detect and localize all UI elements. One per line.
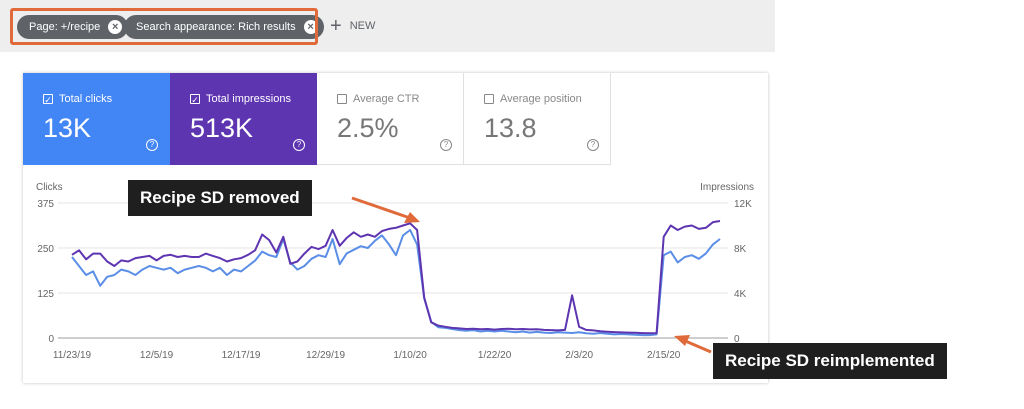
- close-icon[interactable]: ×: [108, 20, 123, 34]
- checkbox-unchecked-icon[interactable]: [337, 94, 347, 104]
- metric-total-impressions[interactable]: ✓ Total impressions 513K ?: [170, 73, 317, 165]
- x-tick-label: 2/3/20: [565, 350, 593, 361]
- help-icon[interactable]: ?: [293, 139, 305, 151]
- metric-label: Total impressions: [206, 93, 291, 105]
- arrow-reimplemented: [682, 338, 712, 354]
- x-tick-label: 1/10/20: [393, 350, 427, 361]
- callout-recipe-sd-reimplemented: Recipe SD reimplemented: [713, 343, 947, 379]
- arrow-removed: [351, 196, 411, 220]
- checkbox-checked-icon[interactable]: ✓: [190, 94, 200, 105]
- y-tick-label-right: 4K: [734, 289, 747, 300]
- arrow-head-removed: [404, 212, 420, 223]
- help-icon[interactable]: ?: [587, 139, 599, 151]
- x-tick-label: 11/23/19: [53, 350, 92, 361]
- plus-icon: +: [330, 15, 342, 37]
- metric-total-clicks[interactable]: ✓ Total clicks 13K ?: [23, 73, 170, 165]
- y-tick-label-left: 0: [48, 334, 54, 345]
- help-icon[interactable]: ?: [146, 139, 158, 151]
- y-tick-label-left: 375: [37, 199, 54, 210]
- callout-recipe-sd-removed: Recipe SD removed: [128, 180, 312, 216]
- y-tick-label-right: 8K: [734, 244, 747, 255]
- metric-label: Average position: [500, 93, 582, 105]
- filter-chip-search-appearance[interactable]: Search appearance: Rich results ×: [124, 15, 324, 39]
- metric-value: 13K: [43, 113, 92, 143]
- metric-average-position[interactable]: Average position 13.8 ?: [464, 73, 611, 165]
- metric-label: Total clicks: [59, 93, 113, 105]
- y-axis-label-left: Clicks: [36, 182, 63, 193]
- filter-highlight-box: [10, 8, 318, 45]
- help-icon[interactable]: ?: [440, 139, 452, 151]
- arrow-head-reimplemented: [674, 335, 690, 346]
- new-filter-button[interactable]: + NEW: [330, 15, 376, 37]
- x-tick-label: 12/17/19: [222, 350, 261, 361]
- series-line-total-impressions: [71, 220, 721, 335]
- filter-bar: Page: +/recipe × Search appearance: Rich…: [0, 0, 775, 52]
- x-tick-label: 2/15/20: [647, 350, 681, 361]
- checkbox-checked-icon[interactable]: ✓: [43, 94, 53, 105]
- filter-chip-label: Page: +/recipe: [29, 21, 101, 33]
- x-tick-label: 1/22/20: [478, 350, 512, 361]
- filter-chip-label: Search appearance: Rich results: [136, 21, 296, 33]
- metric-value: 13.8: [484, 113, 537, 143]
- y-axis-label-right: Impressions: [700, 182, 754, 193]
- new-filter-label: NEW: [349, 20, 376, 32]
- metric-value: 2.5%: [337, 113, 399, 143]
- checkbox-unchecked-icon[interactable]: [484, 94, 494, 104]
- y-tick-label-right: 12K: [734, 199, 752, 210]
- metric-average-ctr[interactable]: Average CTR 2.5% ?: [317, 73, 464, 165]
- metric-label: Average CTR: [353, 93, 420, 105]
- y-tick-label-left: 125: [37, 289, 54, 300]
- x-tick-label: 12/5/19: [140, 350, 174, 361]
- filter-chip-page[interactable]: Page: +/recipe ×: [17, 15, 129, 39]
- x-tick-label: 12/29/19: [306, 350, 345, 361]
- y-tick-label-left: 250: [37, 244, 54, 255]
- y-tick-label-right: 0: [734, 334, 740, 345]
- metric-value: 513K: [190, 113, 254, 143]
- series-line-total-clicks: [71, 229, 721, 337]
- close-icon[interactable]: ×: [303, 20, 318, 34]
